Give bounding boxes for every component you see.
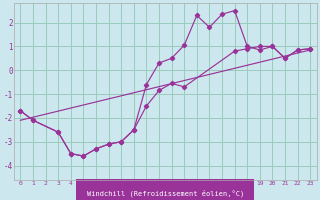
X-axis label: Windchill (Refroidissement éolien,°C): Windchill (Refroidissement éolien,°C) [87, 189, 244, 197]
